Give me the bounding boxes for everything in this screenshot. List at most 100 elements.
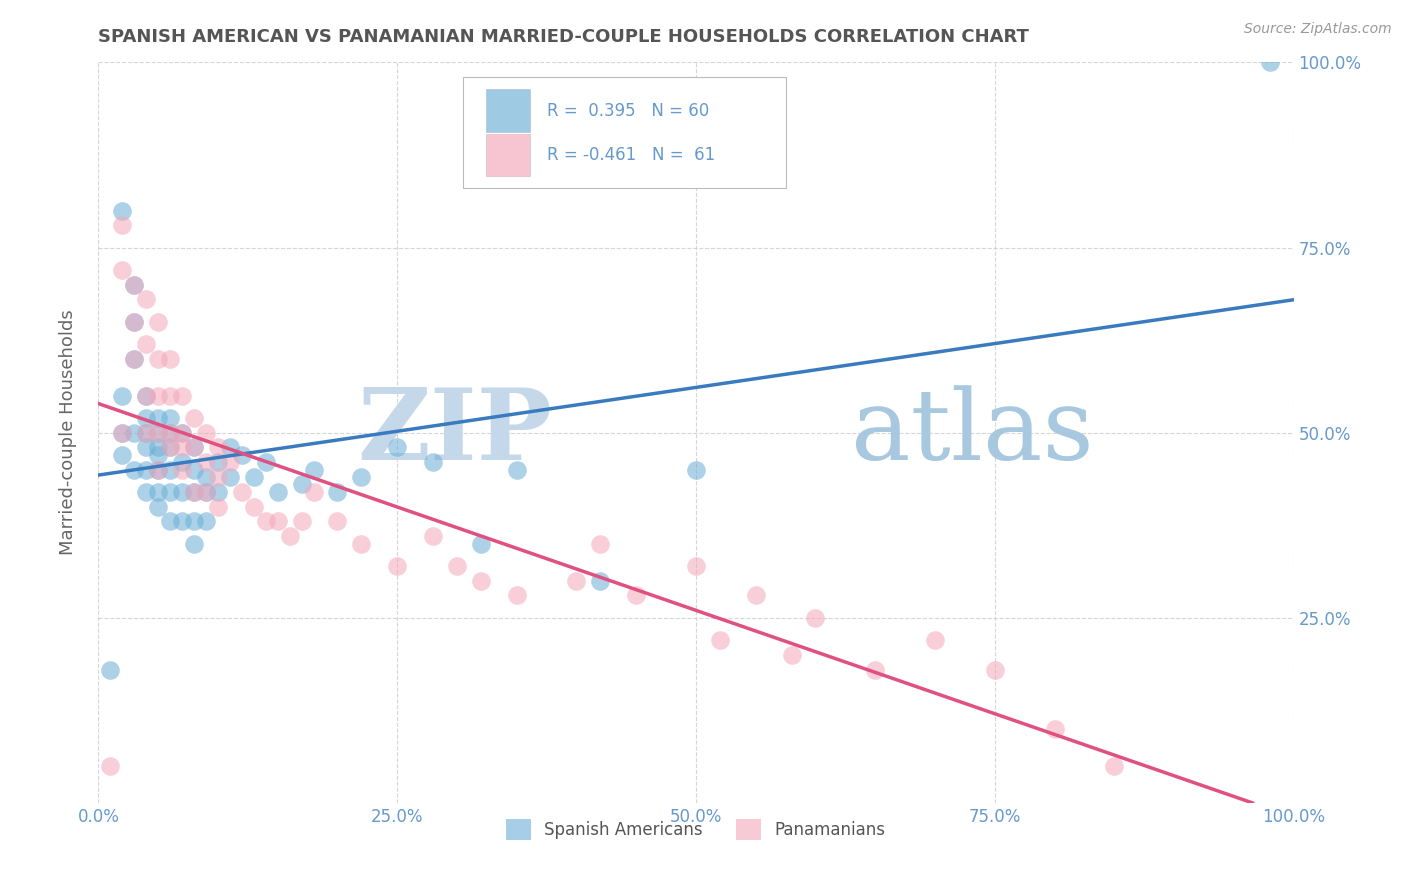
Point [231,448,253,462]
Point [124,277,146,292]
Point [148,441,170,455]
Point [159,425,181,440]
Point [195,484,218,499]
Point [148,314,170,328]
Point [111,425,134,440]
Point [172,425,194,440]
Point [219,455,242,469]
Point [1104,758,1126,772]
Point [243,500,266,514]
Point [207,470,229,484]
Point [302,462,325,476]
Text: R = -0.461   N =  61: R = -0.461 N = 61 [547,146,714,164]
Point [183,515,205,529]
Point [183,441,205,455]
Point [254,515,277,529]
Point [326,484,349,499]
Point [111,262,134,277]
Text: R =  0.395   N = 60: R = 0.395 N = 60 [547,102,709,120]
Point [124,314,146,328]
Point [148,388,170,402]
Point [172,388,194,402]
Point [172,462,194,476]
Point [135,484,157,499]
Point [195,515,218,529]
Point [254,455,277,469]
Point [506,462,529,476]
Point [219,441,242,455]
Point [111,425,134,440]
Point [804,610,827,624]
Point [267,484,290,499]
Point [183,536,205,550]
Point [291,515,314,529]
Point [195,484,218,499]
Point [159,515,181,529]
Point [565,574,588,588]
Point [350,470,373,484]
Point [243,470,266,484]
Point [159,441,181,455]
Point [135,425,157,440]
Point [172,515,194,529]
Point [685,558,707,573]
Point [183,484,205,499]
Point [124,314,146,328]
Point [267,515,290,529]
Point [124,351,146,366]
Point [422,455,444,469]
Text: SPANISH AMERICAN VS PANAMANIAN MARRIED-COUPLE HOUSEHOLDS CORRELATION CHART: SPANISH AMERICAN VS PANAMANIAN MARRIED-C… [98,28,1029,45]
Point [302,484,325,499]
Point [148,425,170,440]
Point [350,536,373,550]
Text: atlas: atlas [852,384,1094,481]
Point [207,441,229,455]
Point [135,388,157,402]
Point [506,589,529,603]
Point [589,574,612,588]
Point [183,410,205,425]
Point [422,529,444,543]
Point [135,336,157,351]
Point [172,425,194,440]
Point [172,441,194,455]
Point [207,455,229,469]
Point [124,425,146,440]
Point [231,484,253,499]
Point [124,277,146,292]
Point [589,536,612,550]
Y-axis label: Married-couple Households: Married-couple Households [59,310,77,556]
Point [685,462,707,476]
Point [148,462,170,476]
Point [1258,55,1281,70]
Point [135,462,157,476]
Point [159,410,181,425]
Point [111,219,134,233]
Point [135,410,157,425]
Point [470,574,492,588]
FancyBboxPatch shape [485,89,530,132]
Point [135,293,157,307]
Point [709,632,731,647]
Point [984,663,1007,677]
Point [98,663,122,677]
Point [780,648,803,662]
Legend: Spanish Americans, Panamanians: Spanish Americans, Panamanians [499,813,893,847]
Point [865,663,887,677]
Point [745,589,768,603]
Point [626,589,648,603]
Point [135,441,157,455]
Point [148,425,170,440]
Point [195,455,218,469]
Point [385,441,409,455]
Point [219,470,242,484]
Point [148,462,170,476]
Point [159,484,181,499]
Point [183,462,205,476]
Text: ZIP: ZIP [357,384,553,481]
Point [111,203,134,218]
Point [159,388,181,402]
Point [135,388,157,402]
FancyBboxPatch shape [463,78,786,188]
Point [278,529,301,543]
